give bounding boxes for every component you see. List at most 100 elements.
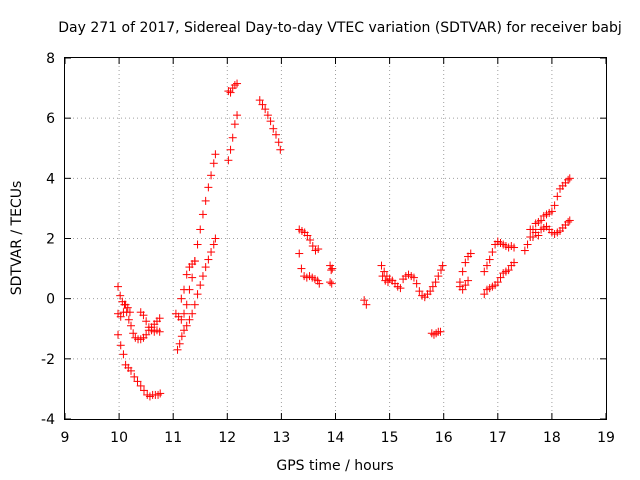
- data-point: [209, 240, 218, 249]
- y-tick-label: 6: [46, 111, 55, 127]
- data-point: [480, 290, 489, 299]
- data-point: [266, 117, 275, 126]
- data-point: [436, 266, 445, 275]
- data-point: [258, 100, 267, 109]
- data-point: [136, 381, 145, 390]
- data-point: [409, 273, 418, 282]
- plot-frame: [64, 57, 607, 420]
- y-axis-label: SDTVAR / TECUs: [9, 181, 25, 296]
- x-tick-label: 11: [164, 430, 182, 446]
- data-point: [306, 236, 315, 245]
- data-point: [196, 225, 205, 234]
- data-point: [188, 273, 197, 282]
- data-point: [383, 278, 392, 287]
- data-point: [190, 300, 199, 309]
- data-point: [550, 201, 559, 210]
- data-point: [295, 249, 304, 258]
- x-tick-label: 19: [597, 430, 615, 446]
- data-point: [480, 267, 489, 276]
- data-point: [230, 120, 239, 129]
- data-point: [565, 216, 574, 225]
- data-point: [303, 231, 312, 240]
- x-tick-label: 10: [110, 430, 128, 446]
- data-point: [123, 303, 132, 312]
- y-tick-label: -2: [41, 352, 55, 368]
- data-point: [190, 257, 199, 266]
- data-point: [528, 232, 537, 241]
- data-points: [114, 79, 574, 401]
- data-point: [177, 315, 186, 324]
- data-point: [362, 300, 371, 309]
- data-point: [415, 287, 424, 296]
- data-point: [130, 372, 139, 381]
- data-point: [207, 171, 216, 180]
- x-tick-label: 17: [489, 430, 507, 446]
- y-tick-label: 2: [46, 232, 55, 248]
- data-point: [224, 156, 233, 165]
- data-point: [263, 111, 272, 120]
- data-point: [185, 315, 194, 324]
- data-point: [182, 270, 191, 279]
- data-point: [520, 246, 529, 255]
- data-point: [523, 240, 532, 249]
- data-point: [458, 285, 467, 294]
- data-point: [182, 321, 191, 330]
- data-point: [142, 330, 151, 339]
- data-point: [461, 258, 470, 267]
- data-point: [274, 138, 283, 147]
- data-point: [125, 308, 134, 317]
- data-point: [496, 273, 505, 282]
- data-point: [139, 311, 148, 320]
- data-point: [428, 282, 437, 291]
- data-point: [193, 290, 202, 299]
- data-point: [211, 234, 220, 243]
- data-point: [233, 111, 242, 120]
- data-point: [201, 263, 210, 272]
- x-tick-label: 18: [543, 430, 561, 446]
- data-point: [297, 264, 306, 273]
- data-point: [327, 266, 336, 275]
- data-point: [116, 341, 125, 350]
- data-point: [315, 279, 324, 288]
- data-point: [438, 261, 447, 270]
- data-point: [180, 285, 189, 294]
- data-point: [458, 267, 467, 276]
- y-tick-label: -4: [41, 412, 55, 428]
- data-point: [271, 130, 280, 139]
- x-tick-label: 15: [381, 430, 399, 446]
- data-point: [175, 339, 184, 348]
- data-point: [328, 264, 337, 273]
- data-point: [142, 317, 151, 326]
- data-point: [308, 242, 317, 251]
- y-tick-label: 0: [46, 292, 55, 308]
- data-point: [466, 249, 475, 258]
- data-point: [464, 276, 473, 285]
- data-point: [180, 309, 189, 318]
- data-point: [133, 377, 142, 386]
- data-point: [114, 330, 123, 339]
- data-point: [182, 300, 191, 309]
- data-point: [432, 329, 441, 338]
- data-point: [377, 261, 386, 270]
- x-tick-label: 16: [435, 430, 453, 446]
- data-point: [180, 326, 189, 335]
- data-point: [314, 245, 323, 254]
- data-point: [207, 248, 216, 257]
- data-point: [269, 124, 278, 133]
- data-point: [233, 79, 242, 88]
- x-tick-label: 12: [218, 430, 236, 446]
- data-point: [173, 345, 182, 354]
- data-point: [224, 87, 233, 96]
- data-point: [154, 390, 163, 399]
- data-point: [177, 294, 186, 303]
- data-point: [526, 225, 535, 234]
- data-point: [204, 183, 213, 192]
- data-point: [116, 312, 125, 321]
- data-point: [276, 145, 285, 154]
- data-point: [434, 272, 443, 281]
- data-point: [198, 272, 207, 281]
- data-point: [564, 175, 573, 184]
- data-point: [431, 278, 440, 287]
- data-point: [396, 284, 405, 293]
